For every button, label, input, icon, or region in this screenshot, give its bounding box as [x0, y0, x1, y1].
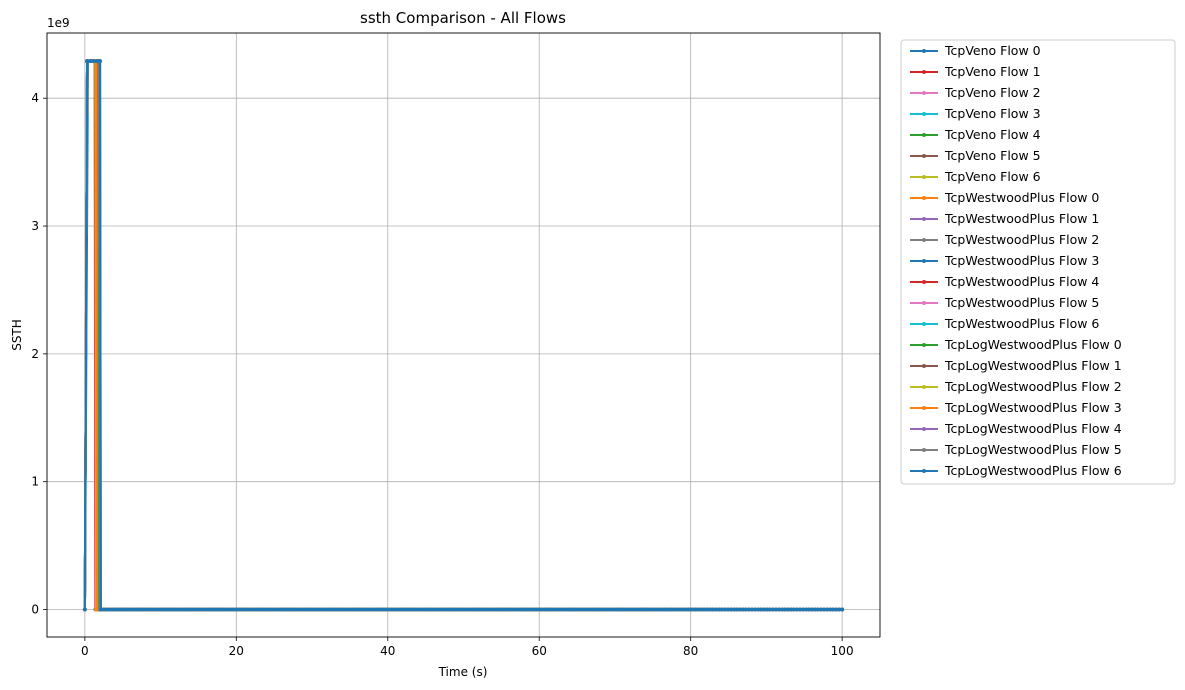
series-group	[82, 59, 845, 612]
data-point	[95, 607, 99, 612]
grid	[47, 33, 880, 637]
